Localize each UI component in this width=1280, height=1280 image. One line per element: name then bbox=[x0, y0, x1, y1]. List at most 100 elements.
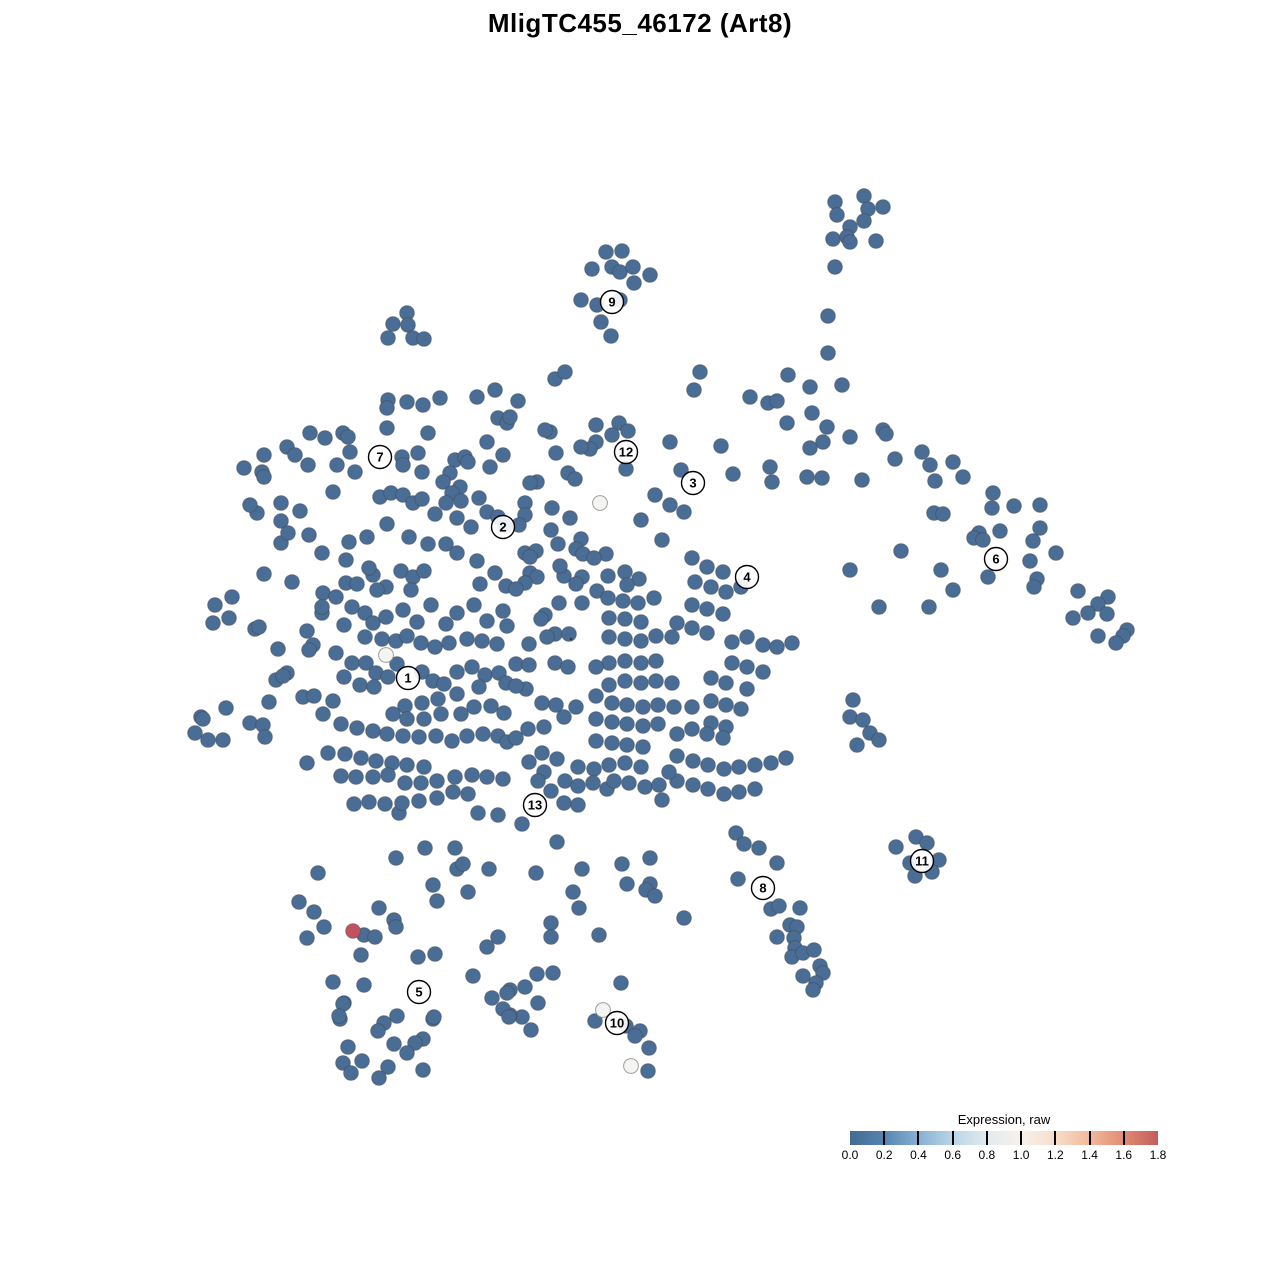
data-point[interactable] bbox=[715, 606, 731, 622]
data-point[interactable] bbox=[469, 389, 485, 405]
data-point[interactable] bbox=[571, 900, 587, 916]
data-point[interactable] bbox=[306, 904, 322, 920]
data-point[interactable] bbox=[718, 697, 734, 713]
data-point[interactable] bbox=[687, 574, 703, 590]
data-point[interactable] bbox=[980, 569, 996, 585]
data-point[interactable] bbox=[633, 614, 649, 630]
data-point[interactable] bbox=[242, 715, 258, 731]
data-point[interactable] bbox=[445, 784, 461, 800]
data-point[interactable] bbox=[490, 929, 506, 945]
data-point[interactable] bbox=[374, 631, 390, 647]
data-point[interactable] bbox=[522, 549, 538, 565]
data-point[interactable] bbox=[224, 589, 240, 605]
data-point[interactable] bbox=[416, 563, 432, 579]
data-point[interactable] bbox=[359, 529, 375, 545]
data-point[interactable] bbox=[716, 786, 732, 802]
data-point[interactable] bbox=[613, 975, 629, 991]
data-point[interactable] bbox=[449, 510, 465, 526]
data-point[interactable] bbox=[654, 792, 670, 808]
data-point[interactable] bbox=[432, 390, 448, 406]
data-point[interactable] bbox=[588, 417, 604, 433]
data-point[interactable] bbox=[633, 512, 649, 528]
data-point[interactable] bbox=[425, 877, 441, 893]
data-point[interactable] bbox=[888, 839, 904, 855]
data-point[interactable] bbox=[619, 577, 635, 593]
data-point[interactable] bbox=[447, 769, 463, 785]
data-point[interactable] bbox=[914, 444, 930, 460]
data-point[interactable] bbox=[568, 576, 584, 592]
data-point[interactable] bbox=[664, 629, 680, 645]
data-point[interactable] bbox=[829, 207, 845, 223]
data-point[interactable] bbox=[617, 673, 633, 689]
data-point[interactable] bbox=[601, 629, 617, 645]
data-point[interactable] bbox=[568, 699, 584, 715]
data-point[interactable] bbox=[692, 364, 708, 380]
data-point[interactable] bbox=[399, 1045, 415, 1061]
data-point[interactable] bbox=[407, 1035, 423, 1051]
data-point[interactable] bbox=[275, 668, 291, 684]
data-point[interactable] bbox=[438, 616, 454, 632]
data-point[interactable] bbox=[1070, 583, 1086, 599]
data-point[interactable] bbox=[664, 675, 680, 691]
data-point[interactable] bbox=[849, 737, 865, 753]
data-point[interactable] bbox=[1065, 610, 1081, 626]
data-point[interactable] bbox=[465, 968, 481, 984]
data-point[interactable] bbox=[495, 771, 511, 787]
scatter-points-high-expression[interactable] bbox=[345, 923, 361, 939]
data-point[interactable] bbox=[479, 613, 495, 629]
data-point[interactable] bbox=[474, 633, 490, 649]
data-point[interactable] bbox=[648, 653, 664, 669]
data-point[interactable] bbox=[633, 655, 649, 671]
data-point[interactable] bbox=[414, 464, 430, 480]
data-point[interactable] bbox=[556, 795, 572, 811]
data-point[interactable] bbox=[619, 876, 635, 892]
data-point[interactable] bbox=[648, 628, 664, 644]
data-point[interactable] bbox=[389, 656, 405, 672]
data-point[interactable] bbox=[573, 439, 589, 455]
data-point[interactable] bbox=[718, 675, 734, 691]
data-point[interactable] bbox=[415, 397, 431, 413]
data-point[interactable] bbox=[842, 429, 858, 445]
data-point[interactable] bbox=[403, 582, 419, 598]
data-point[interactable] bbox=[317, 430, 333, 446]
data-point[interactable] bbox=[662, 434, 678, 450]
data-point[interactable] bbox=[342, 444, 358, 460]
data-point[interactable] bbox=[299, 623, 315, 639]
data-point[interactable] bbox=[530, 773, 546, 789]
data-point[interactable] bbox=[328, 645, 344, 661]
data-point[interactable] bbox=[534, 695, 550, 711]
data-point[interactable] bbox=[261, 694, 277, 710]
data-point[interactable] bbox=[778, 750, 794, 766]
data-point[interactable] bbox=[654, 532, 670, 548]
data-point-near-one[interactable] bbox=[595, 1002, 611, 1018]
data-point[interactable] bbox=[415, 1062, 431, 1078]
data-point[interactable] bbox=[340, 1039, 356, 1055]
data-point[interactable] bbox=[410, 949, 426, 965]
data-point[interactable] bbox=[543, 783, 559, 799]
data-point[interactable] bbox=[703, 670, 719, 686]
data-point[interactable] bbox=[601, 757, 617, 773]
data-point[interactable] bbox=[545, 965, 561, 981]
data-point[interactable] bbox=[367, 929, 383, 945]
data-point[interactable] bbox=[420, 536, 436, 552]
data-point[interactable] bbox=[641, 1040, 657, 1056]
data-point[interactable] bbox=[560, 659, 576, 675]
data-point[interactable] bbox=[601, 610, 617, 626]
data-point[interactable] bbox=[426, 1009, 442, 1025]
data-point[interactable] bbox=[686, 382, 702, 398]
data-point[interactable] bbox=[447, 840, 463, 856]
data-point[interactable] bbox=[669, 726, 685, 742]
data-point[interactable] bbox=[378, 609, 394, 625]
data-point[interactable] bbox=[615, 593, 631, 609]
data-point[interactable] bbox=[436, 676, 452, 692]
data-point[interactable] bbox=[598, 244, 614, 260]
data-point[interactable] bbox=[357, 605, 373, 621]
data-point[interactable] bbox=[341, 534, 357, 550]
data-point[interactable] bbox=[479, 939, 495, 955]
data-point[interactable] bbox=[647, 487, 663, 503]
data-point[interactable] bbox=[742, 389, 758, 405]
data-point[interactable] bbox=[352, 677, 368, 693]
data-point[interactable] bbox=[549, 834, 565, 850]
data-point[interactable] bbox=[399, 711, 415, 727]
data-point[interactable] bbox=[416, 331, 432, 347]
